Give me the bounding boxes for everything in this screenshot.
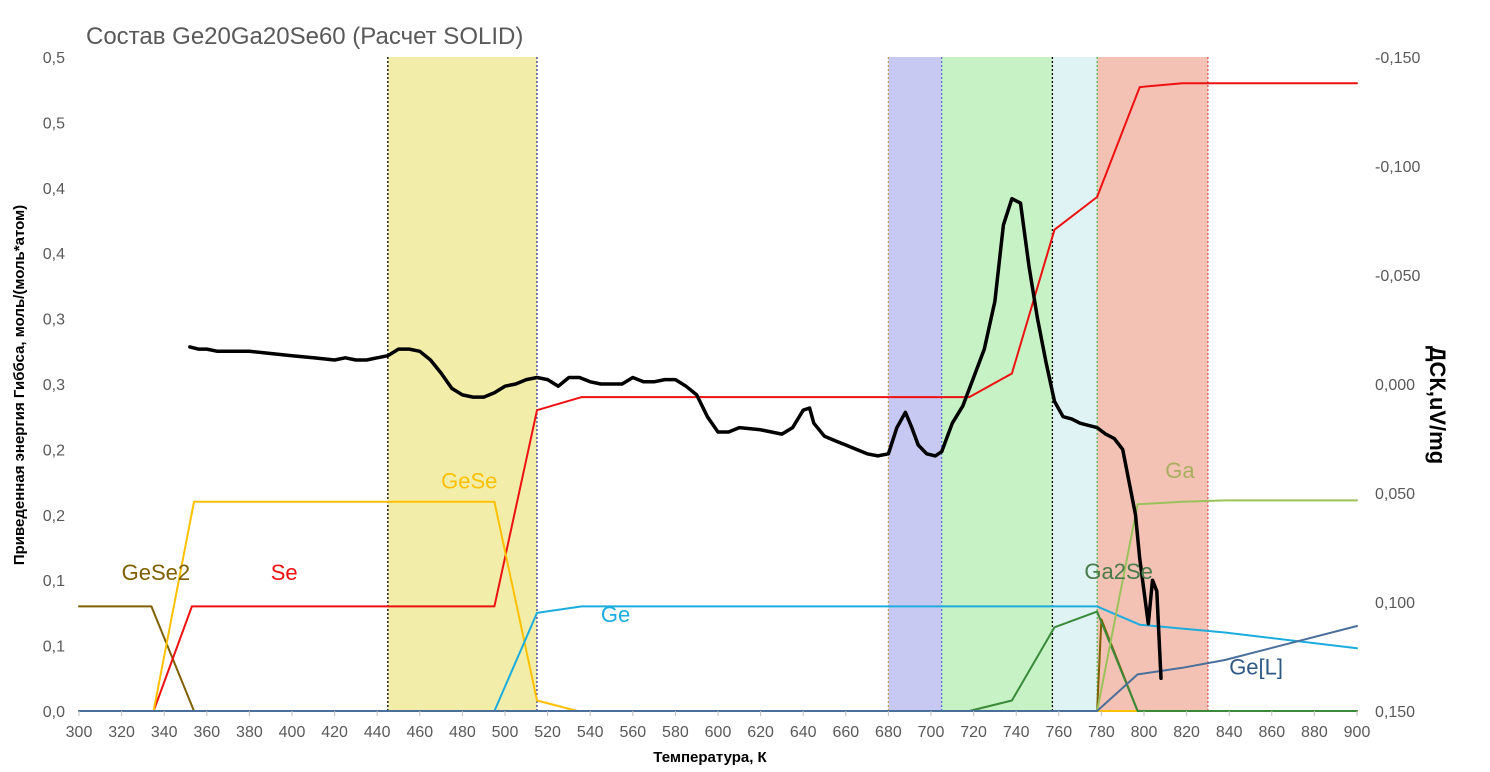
series-line-dsc [188, 196, 1163, 681]
phase-band-3 [1052, 57, 1098, 711]
x-tick-label: 820 [1173, 724, 1200, 741]
x-tick-label: 360 [193, 724, 220, 741]
x-tick-label: 480 [449, 724, 476, 741]
series-label-5: Ga [1165, 458, 1195, 483]
y-tick-label: 0,1 [43, 573, 65, 590]
phase-band-1 [888, 57, 942, 711]
x-tick-label: 860 [1258, 724, 1285, 741]
x-tick-label: 300 [66, 724, 93, 741]
x-tick-label: 900 [1344, 724, 1371, 741]
x-tick-label: 680 [875, 724, 902, 741]
y-tick-label: 0,4 [43, 246, 65, 263]
x-tick-label: 880 [1301, 724, 1328, 741]
y2-axis-label: ДСК,uV/mg [1425, 346, 1450, 464]
x-tick-label: 620 [747, 724, 774, 741]
x-tick-label: 400 [279, 724, 306, 741]
x-axis-label: Температура, К [653, 749, 767, 766]
series-group [78, 82, 1358, 712]
y-tick-label: 0,3 [43, 377, 65, 394]
y-tick-label: 0,2 [43, 442, 65, 459]
y2-tick-label: -0,150 [1375, 50, 1420, 67]
series-label-6: Ge[L] [1229, 654, 1283, 679]
x-tick-labels: 300 320 340 360 380 400 420 440 460 480 500 520 540 5… [66, 711, 1371, 741]
x-tick-label: 760 [1045, 724, 1072, 741]
x-tick-label: 560 [619, 724, 646, 741]
x-tick-label: 320 [108, 724, 135, 741]
x-tick-label: 420 [321, 724, 348, 741]
x-tick-label: 780 [1088, 724, 1115, 741]
y2-tick-label: 0,100 [1375, 595, 1415, 612]
x-tick-label: 720 [960, 724, 987, 741]
chart-title: Состав Ge20Ga20Se60 (Расчет SOLID) [86, 23, 523, 50]
x-tick-label: 840 [1216, 724, 1243, 741]
x-tick-label: 600 [705, 724, 732, 741]
series-label-4: Ga2Se [1084, 559, 1153, 584]
series-label-3: Ge [601, 602, 630, 627]
x-tick-label: 800 [1131, 724, 1158, 741]
x-tick-label: 740 [1003, 724, 1030, 741]
y2-tick-label: -0,100 [1375, 159, 1420, 176]
phase-band-4 [1097, 57, 1208, 711]
series-line-ge [78, 605, 1358, 712]
series-label-0: GeSe2 [122, 560, 191, 585]
y2-tick-label: 0,050 [1375, 486, 1415, 503]
x-tick-label: 580 [662, 724, 689, 741]
y-tick-label: 0,5 [43, 115, 65, 132]
y-tick-label: 0,4 [43, 181, 65, 198]
x-tick-label: 380 [236, 724, 263, 741]
x-tick-label: 340 [151, 724, 178, 741]
phase-boundary-lines [387, 57, 1209, 711]
y-tick-label: 0,2 [43, 508, 65, 525]
x-tick-label: 640 [790, 724, 817, 741]
series-label-2: GeSe [441, 469, 497, 494]
series-labels: GeSe2 Se GeSe Ge Ga2Se Ga Ge[L] [122, 458, 1283, 679]
phase-bands [387, 57, 1208, 711]
x-tick-label: 500 [492, 724, 519, 741]
x-tick-label: 660 [832, 724, 859, 741]
y2-tick-label: 0,150 [1375, 704, 1415, 721]
y2-tick-label: 0,000 [1375, 377, 1415, 394]
series-line-se [78, 82, 1358, 712]
y-tick-label: 0,1 [43, 639, 65, 656]
x-tick-label: 460 [406, 724, 433, 741]
y-tick-label: 0,3 [43, 312, 65, 329]
x-tick-label: 540 [577, 724, 604, 741]
y-tick-label: 0,0 [43, 704, 65, 721]
y2-tick-label: -0,050 [1375, 268, 1420, 285]
y2-tick-labels: -0,150 -0,100 -0,050 0,000 0,050 0,100 0,150 [1375, 50, 1420, 721]
y-tick-labels: 0,0 0,1 0,1 0,2 0,2 0,3 0,3 0,4 0,4 0,5 0,5 [43, 50, 65, 721]
phase-band-2 [941, 57, 1053, 711]
x-tick-label: 520 [534, 724, 561, 741]
series-label-1: Se [271, 560, 298, 585]
y-axis-label: Приведенная энергия Гиббса, моль/(моль*а… [11, 205, 28, 565]
y-tick-label: 0,5 [43, 50, 65, 67]
x-tick-label: 700 [918, 724, 945, 741]
x-tick-label: 440 [364, 724, 391, 741]
